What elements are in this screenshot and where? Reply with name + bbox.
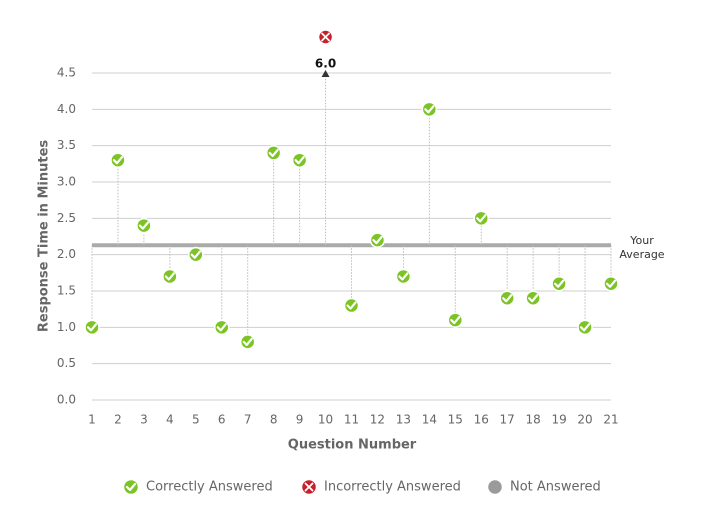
x-tick-label: 10 — [318, 413, 333, 427]
overflow-arrow — [321, 70, 330, 77]
x-tick-label: 13 — [396, 413, 411, 427]
value-label: 6.0 — [315, 57, 336, 71]
point — [473, 210, 489, 227]
y-tick-label: 0.0 — [57, 393, 76, 407]
point — [369, 232, 386, 248]
legend-item: Incorrectly Answered — [300, 478, 461, 496]
legend-label: Correctly Answered — [146, 480, 273, 495]
x-icon — [304, 482, 314, 492]
check-icon — [372, 236, 383, 245]
x-axis-label: Question Number — [288, 438, 417, 453]
x-tick-label: 8 — [270, 413, 278, 427]
x-tick-label: 5 — [192, 413, 200, 427]
point — [343, 297, 360, 314]
point — [525, 290, 541, 307]
x-tick-label: 17 — [500, 413, 515, 427]
x-tick-label: 7 — [244, 413, 252, 427]
check-icon — [605, 279, 617, 288]
point — [447, 312, 464, 328]
point — [214, 319, 230, 336]
x-tick-label: 1 — [88, 413, 96, 427]
check-icon — [579, 323, 591, 332]
check-icon — [294, 156, 305, 165]
point — [577, 319, 593, 336]
x-tick-label: 6 — [218, 413, 226, 427]
x-tick-label: 3 — [140, 413, 148, 427]
y-tick-label: 2.0 — [57, 247, 76, 261]
point — [317, 29, 334, 45]
y-axis-label: Response Time in Minutes — [37, 140, 52, 333]
check-icon — [346, 301, 357, 310]
legend-label: Incorrectly Answered — [324, 480, 461, 495]
legend-item: Not Answered — [486, 478, 601, 496]
point — [84, 319, 100, 336]
check-icon — [424, 105, 435, 114]
point — [421, 101, 438, 118]
y-tick-label: 1.0 — [57, 320, 76, 334]
point — [551, 275, 567, 292]
check-icon — [242, 337, 253, 346]
y-tick-label: 0.5 — [57, 356, 76, 370]
point — [291, 152, 308, 168]
point — [162, 268, 178, 285]
x-tick-label: 4 — [166, 413, 174, 427]
x-tick-label: 16 — [474, 413, 489, 427]
y-tick-label: 3.0 — [57, 175, 76, 189]
check-icon — [125, 482, 137, 492]
x-icon — [321, 32, 330, 42]
point — [499, 290, 515, 307]
y-tick-label: 4.0 — [57, 102, 76, 116]
y-tick-label: 3.5 — [57, 138, 76, 152]
point — [265, 145, 282, 161]
y-tick-label: 2.5 — [57, 211, 76, 225]
x-tick-label: 12 — [370, 413, 385, 427]
check-icon — [502, 294, 513, 303]
check-icon — [476, 214, 487, 223]
average-label: Average — [619, 248, 664, 261]
x-tick-label: 19 — [551, 413, 566, 427]
x-tick-label: 15 — [448, 413, 463, 427]
check-icon — [216, 323, 227, 332]
check-icon — [164, 272, 175, 281]
legend-item: Correctly Answered — [122, 478, 273, 496]
x-tick-label: 18 — [526, 413, 541, 427]
check-icon — [112, 156, 124, 165]
point — [188, 246, 204, 263]
point — [239, 334, 256, 350]
point — [110, 152, 126, 168]
x-tick-label: 2 — [114, 413, 122, 427]
x-tick-label: 9 — [296, 413, 304, 427]
marker — [122, 478, 140, 496]
x-tick-label: 21 — [603, 413, 618, 427]
point — [136, 217, 152, 234]
x-tick-label: 20 — [577, 413, 592, 427]
check-icon — [450, 315, 461, 325]
check-icon — [190, 250, 201, 259]
check-icon — [398, 272, 409, 281]
check-icon — [554, 279, 565, 288]
average-label: Your — [629, 234, 654, 247]
point — [395, 268, 412, 285]
y-tick-label: 4.5 — [57, 66, 76, 80]
point — [603, 275, 619, 292]
marker — [486, 478, 504, 496]
check-icon — [528, 294, 539, 303]
x-tick-label: 14 — [422, 413, 437, 427]
x-tick-label: 11 — [344, 413, 359, 427]
legend-label: Not Answered — [510, 480, 601, 495]
check-icon — [268, 148, 279, 158]
check-icon — [86, 323, 98, 332]
check-icon — [138, 221, 149, 230]
y-tick-label: 1.5 — [57, 284, 76, 298]
